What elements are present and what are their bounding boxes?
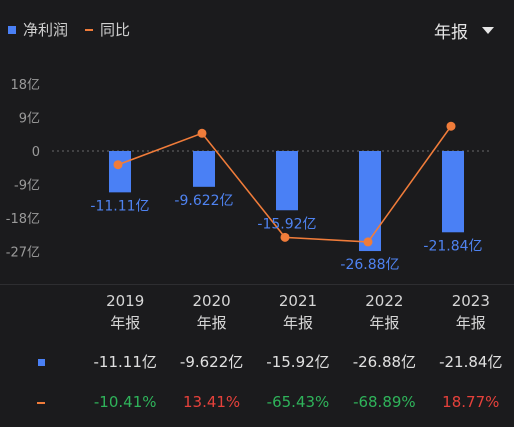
table-header: 2019 年报 <box>82 284 168 340</box>
table-cell: -65.43% <box>266 393 330 411</box>
bar <box>109 151 131 193</box>
legend: 净利润 同比 <box>8 19 130 40</box>
header-year: 2019 <box>106 292 145 310</box>
yoy-legend-icon <box>85 28 94 31</box>
yoy-point <box>446 121 456 131</box>
table-cell: 18.77% <box>442 393 500 411</box>
bar-data-label: -9.622亿 <box>174 193 233 209</box>
chart: 18亿 9亿 0 -9亿 -18亿 -27亿 -11.11亿 -9.622亿 -15.92亿 -2… <box>6 78 492 273</box>
yoy-point <box>113 160 123 170</box>
table-cell: -21.84亿 <box>439 352 503 371</box>
bar <box>359 151 381 252</box>
table-cell: -11.11亿 <box>93 352 157 371</box>
header-period: 年报 <box>282 314 313 332</box>
table-cell: 13.41% <box>182 393 241 411</box>
y-tick-label: -27亿 <box>6 246 40 261</box>
header-period: 年报 <box>455 314 486 332</box>
y-tick-label: -9亿 <box>14 179 40 194</box>
caret-down-icon <box>482 27 494 34</box>
net-profit-row: -11.11亿 -9.622亿 -15.92亿 -26.88亿 -21.84亿 <box>0 340 514 382</box>
header-year: 2020 <box>192 292 231 310</box>
bar-data-label: -26.88亿 <box>340 257 399 273</box>
table-header: 2022 年报 <box>341 284 427 340</box>
table-cell: -15.92亿 <box>266 352 330 371</box>
yoy-row: -10.41% 13.41% -65.43% -68.89% 18.77% <box>0 382 514 422</box>
yoy-point <box>363 237 373 247</box>
yoy-point <box>280 232 290 242</box>
header-year: 2022 <box>365 292 404 310</box>
table-header: 2021 年报 <box>255 284 341 340</box>
bar-data-label: -21.84亿 <box>423 238 482 254</box>
table-header-row: 2019 年报 2020 年报 2021 年报 2022 年报 2023 年报 <box>0 284 514 340</box>
bar <box>442 151 464 233</box>
table-cell: -68.89% <box>353 393 416 411</box>
table-divider <box>0 284 514 285</box>
header-year: 2023 <box>451 292 490 310</box>
bar <box>276 151 298 211</box>
yoy-point <box>197 128 207 138</box>
period-selector-label: 年报 <box>434 23 468 43</box>
table-cell: -26.88亿 <box>352 352 417 371</box>
header-year: 2021 <box>278 292 318 310</box>
y-tick-label: -18亿 <box>6 212 40 227</box>
table-corner <box>0 284 82 340</box>
table-cell: -10.41% <box>93 393 157 411</box>
period-selector[interactable]: 年报 <box>434 18 494 43</box>
header-period: 年报 <box>196 314 227 332</box>
bar-data-label: -15.92亿 <box>257 216 316 232</box>
table-header: 2020 年报 <box>168 284 254 340</box>
data-table: 2019 年报 2020 年报 2021 年报 2022 年报 2023 年报 -11.1… <box>0 284 514 422</box>
y-tick-label: 18亿 <box>10 78 40 93</box>
y-tick-label: 0 <box>32 145 40 160</box>
row-icon-cell <box>0 382 82 422</box>
table-header: 2023 年报 <box>428 284 514 340</box>
bar-data-label: -11.11亿 <box>90 198 149 214</box>
bar <box>193 151 215 187</box>
header-period: 年报 <box>110 314 141 332</box>
net-profit-row-icon <box>37 359 45 366</box>
y-tick-label: 9亿 <box>19 112 40 127</box>
legend-yoy[interactable]: 同比 <box>100 21 131 39</box>
header-period: 年报 <box>369 314 400 332</box>
row-icon-cell <box>0 340 82 382</box>
yoy-row-icon <box>37 401 45 404</box>
legend-net-profit[interactable]: 净利润 <box>23 21 69 39</box>
net-profit-legend-icon <box>8 25 16 34</box>
table-cell: -9.622亿 <box>179 352 244 371</box>
